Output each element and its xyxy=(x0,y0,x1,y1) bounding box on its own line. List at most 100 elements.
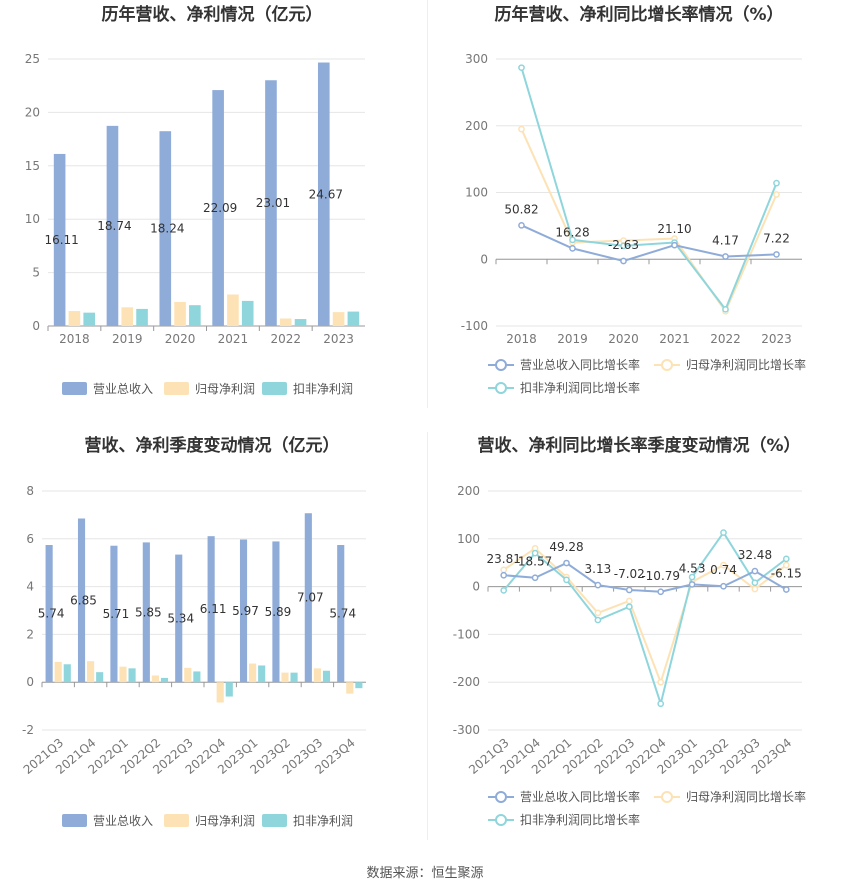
bar-data-label: 23.01 xyxy=(256,196,290,210)
data-point xyxy=(594,581,602,589)
line-data-label: -6.15 xyxy=(771,567,802,581)
legend-label: 归母净利润 xyxy=(195,382,255,396)
y-tick-label: 15 xyxy=(25,159,40,173)
y-tick-label: 300 xyxy=(465,52,488,66)
data-point xyxy=(751,585,759,593)
bar-data-label: 7.07 xyxy=(297,591,324,605)
bar-data-label: 5.74 xyxy=(329,607,356,621)
data-point xyxy=(518,64,525,72)
bar xyxy=(45,545,53,683)
bar-data-label: 5.71 xyxy=(103,607,130,621)
y-tick-label: 5 xyxy=(32,266,40,280)
line-data-label: 4.17 xyxy=(712,233,739,247)
y-tick-label: -2 xyxy=(22,723,34,737)
vertical-divider-top xyxy=(427,0,428,408)
bar xyxy=(265,80,277,326)
bar xyxy=(304,513,312,683)
legend-swatch xyxy=(262,814,287,827)
legend-label: 扣非净利润同比增长率 xyxy=(520,380,640,395)
line-data-label: 4.53 xyxy=(679,561,706,575)
x-tick-label: 2020 xyxy=(608,332,639,346)
bar xyxy=(142,542,150,683)
legend-swatch xyxy=(62,382,87,395)
y-tick-label: 8 xyxy=(26,484,34,498)
data-point xyxy=(722,253,729,260)
data-point xyxy=(500,566,508,574)
chart-title: 历年营收、净利同比增长率情况（%） xyxy=(494,4,783,25)
quarter-bar-svg: 营收、净利季度变动情况（亿元）-2024682021Q32021Q42022Q1… xyxy=(21,435,366,828)
y-tick-label: 0 xyxy=(32,319,40,333)
legend-swatch xyxy=(62,814,87,827)
data-point xyxy=(751,579,759,587)
data-point xyxy=(720,561,727,569)
bar-data-label: 18.74 xyxy=(97,219,131,233)
bar xyxy=(189,305,201,326)
annual-line-svg: 历年营收、净利同比增长率情况（%） -100 0 100 200 300 2018 2019 2… xyxy=(461,4,806,395)
data-point xyxy=(500,587,508,594)
x-tick-label: 2023 xyxy=(323,332,354,346)
legend-label: 归母净利润 xyxy=(195,814,255,828)
bar-data-label: 5.89 xyxy=(265,605,292,619)
y-tick-label: 0 xyxy=(472,580,480,594)
annual-growth-line-chart: 历年营收、净利同比增长率情况（%） -100 0 100 200 300 2018 2019 2… xyxy=(428,0,850,410)
bar-data-label: 6.11 xyxy=(200,602,227,616)
bar xyxy=(54,661,62,683)
bar xyxy=(174,301,186,326)
bar xyxy=(272,541,280,683)
x-tick-label: 2020 xyxy=(165,332,196,346)
legend-label: 归母净利润同比增长率 xyxy=(686,357,806,372)
legend-swatch xyxy=(262,382,287,395)
bar xyxy=(294,319,307,326)
y-tick-label: -200 xyxy=(453,675,480,689)
bar xyxy=(355,682,363,689)
x-tick-label: 2021 xyxy=(659,332,690,346)
bar xyxy=(175,554,183,683)
line-data-label: 32.48 xyxy=(738,548,772,562)
annual-bar-svg: 历年营收、净利情况（亿元） 0 5 10 15 20 25 2018 2019 2020 2021 2… xyxy=(25,4,365,396)
x-tick-label: 2018 xyxy=(59,332,90,346)
bar xyxy=(241,300,254,326)
bar-data-label: 16.11 xyxy=(44,233,78,247)
x-tick-label: 2019 xyxy=(557,332,588,346)
x-tick-label: 2021 xyxy=(218,332,249,346)
data-point xyxy=(773,191,780,198)
bar-data-label: 5.85 xyxy=(135,605,162,619)
data-point xyxy=(569,236,576,244)
data-point xyxy=(518,221,525,229)
y-tick-label: 25 xyxy=(25,52,40,66)
line-data-label: -10.79 xyxy=(641,569,680,583)
y-tick-label: 20 xyxy=(25,105,40,119)
data-point xyxy=(720,582,727,590)
series-line xyxy=(502,530,787,708)
bar xyxy=(136,308,148,326)
series-line xyxy=(520,128,778,314)
bar xyxy=(317,62,330,326)
bar xyxy=(216,682,224,703)
data-point xyxy=(688,573,696,581)
data-point xyxy=(782,586,790,593)
annual-revenue-profit-bar-chart: 历年营收、净利情况（亿元） 0 5 10 15 20 25 2018 2019 2020 2021 2… xyxy=(0,0,425,410)
series-line xyxy=(520,67,778,312)
y-tick-label: 100 xyxy=(457,532,480,546)
y-tick-label: 0 xyxy=(26,675,34,689)
bar xyxy=(53,153,66,326)
bar xyxy=(119,666,127,683)
legend-marker xyxy=(661,359,673,371)
legend-swatch xyxy=(164,382,189,395)
bar xyxy=(337,545,345,683)
bar-data-label: 22.09 xyxy=(203,201,237,215)
line-data-label: 0.74 xyxy=(710,563,737,577)
bar xyxy=(96,672,104,683)
data-point xyxy=(620,257,627,265)
bar xyxy=(212,90,224,326)
line-data-label: 23.81 xyxy=(487,552,521,566)
bar xyxy=(313,668,321,683)
data-point xyxy=(563,559,570,567)
data-point xyxy=(531,549,539,557)
legend-label: 扣非净利润 xyxy=(293,382,353,396)
bar-data-label: 24.67 xyxy=(309,187,343,201)
data-point xyxy=(625,597,633,605)
legend-label: 营业总收入 xyxy=(93,814,153,828)
bar xyxy=(258,665,266,683)
legend-label: 营业总收入同比增长率 xyxy=(520,357,640,372)
